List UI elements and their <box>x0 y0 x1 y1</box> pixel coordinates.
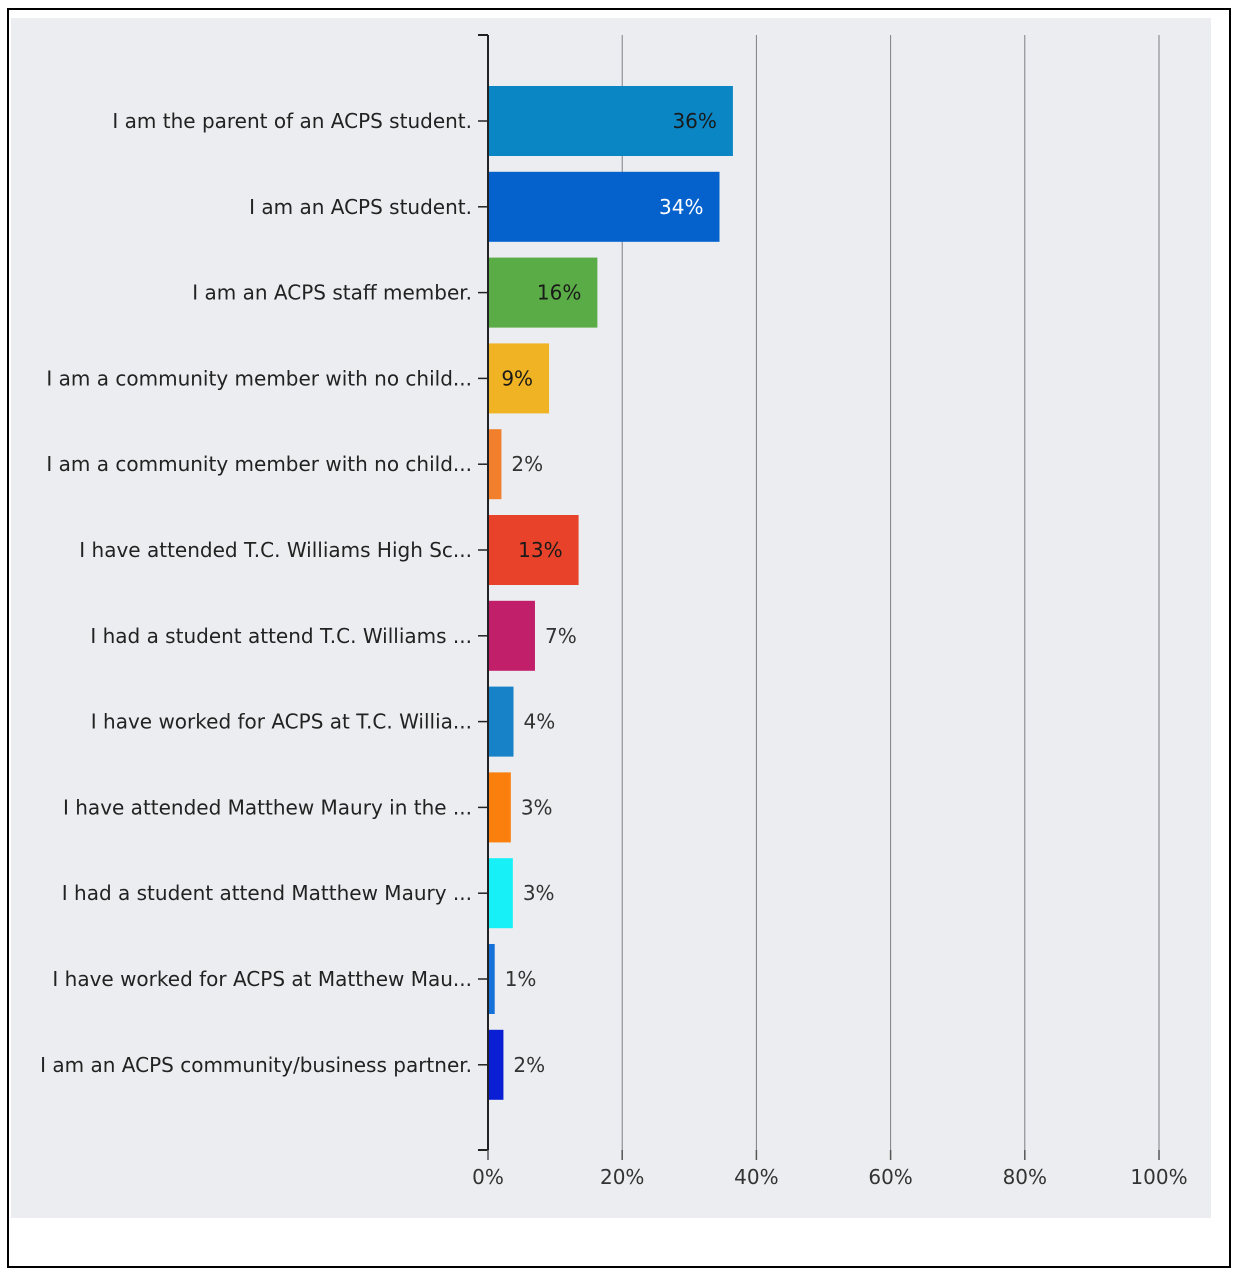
bar <box>489 429 502 500</box>
x-tick-label: 0% <box>472 1165 504 1189</box>
category-label: I have attended Matthew Maury in the ... <box>63 795 472 819</box>
category-label: I am the parent of an ACPS student. <box>112 109 472 133</box>
bar <box>489 86 733 156</box>
x-tick-label: 40% <box>734 1165 778 1189</box>
data-label: 34% <box>659 195 703 219</box>
bar <box>489 858 513 929</box>
axes <box>478 34 1160 1160</box>
data-label: 2% <box>511 452 543 476</box>
x-tick-label: 80% <box>1003 1165 1047 1189</box>
data-label: 1% <box>505 967 537 991</box>
x-tick-label: 20% <box>600 1165 644 1189</box>
data-label: 36% <box>672 109 716 133</box>
data-label: 7% <box>545 624 577 648</box>
category-label: I have attended T.C. Williams High Sc... <box>79 538 472 562</box>
data-labels: 36% 34% 16% 9% 2% 13% 7% 4% 3% 3% 1% 2% <box>501 109 717 1077</box>
bar <box>489 515 579 585</box>
bar <box>489 257 598 328</box>
x-tick-labels: 0% 20% 40% 60% 80% 100% <box>472 1165 1187 1189</box>
chart-frame: I am the parent of an ACPS student. I am … <box>7 8 1231 1268</box>
bar <box>489 171 720 242</box>
category-label: I had a student attend Matthew Maury ... <box>62 881 472 905</box>
category-labels: I am the parent of an ACPS student. I am … <box>40 109 472 1077</box>
data-label: 3% <box>523 881 555 905</box>
data-label: 3% <box>521 795 553 819</box>
data-label: 16% <box>537 281 581 305</box>
bar <box>489 944 495 1014</box>
data-label: 2% <box>513 1053 545 1077</box>
bar <box>489 1029 504 1100</box>
x-tick-label: 100% <box>1130 1165 1187 1189</box>
bars <box>489 86 733 1100</box>
category-label: I am an ACPS community/business partner. <box>40 1053 472 1077</box>
data-label: 4% <box>523 710 555 734</box>
bar <box>489 686 514 757</box>
bar <box>489 343 550 414</box>
category-label: I am a community member with no child... <box>46 452 472 476</box>
category-label: I am a community member with no child... <box>46 366 472 390</box>
bar <box>489 600 535 671</box>
category-label: I have worked for ACPS at Matthew Mau... <box>52 967 472 991</box>
bar-chart: I am the parent of an ACPS student. I am … <box>11 18 1211 1218</box>
x-tick-label: 60% <box>868 1165 912 1189</box>
data-label: 13% <box>518 538 562 562</box>
category-label: I am an ACPS student. <box>249 195 472 219</box>
category-label: I had a student attend T.C. Williams ... <box>90 624 472 648</box>
bar <box>489 772 511 843</box>
category-label: I have worked for ACPS at T.C. Willia... <box>91 710 472 734</box>
data-label: 9% <box>501 366 533 390</box>
category-label: I am an ACPS staff member. <box>192 281 472 305</box>
